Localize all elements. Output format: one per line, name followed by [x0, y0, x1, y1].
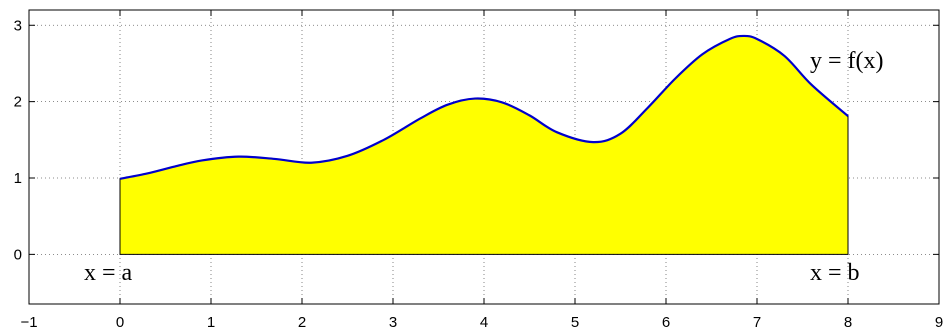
left-bound-annotation: x = a: [84, 260, 133, 286]
x-tick-label: 7: [753, 314, 761, 331]
tick-marks: [28, 10, 940, 304]
curve-line: [119, 34, 849, 180]
x-tick-label: 4: [480, 314, 488, 331]
x-tick-label: 5: [571, 314, 579, 331]
x-tick-label: 9: [935, 314, 943, 331]
curve-annotation: y = f(x): [810, 48, 884, 74]
x-tick-label: 0: [116, 314, 124, 331]
x-tick-label: 3: [389, 314, 397, 331]
y-tick-label: 1: [14, 170, 22, 187]
y-tick-label: 3: [14, 17, 22, 34]
x-tick-label: 6: [662, 314, 670, 331]
y-tick-labels: 0 1 2 3: [14, 17, 22, 263]
right-bound-annotation: x = b: [810, 260, 860, 286]
x-tick-label: 2: [298, 314, 306, 331]
y-tick-label: 2: [14, 94, 22, 111]
y-tick-label: 0: [14, 246, 22, 263]
x-tick-label: −1: [20, 314, 37, 331]
x-tick-label: 8: [844, 314, 852, 331]
x-tick-labels: −1 0 1 2 3 4 5 6 7 8 9: [20, 314, 943, 331]
x-tick-label: 1: [207, 314, 215, 331]
